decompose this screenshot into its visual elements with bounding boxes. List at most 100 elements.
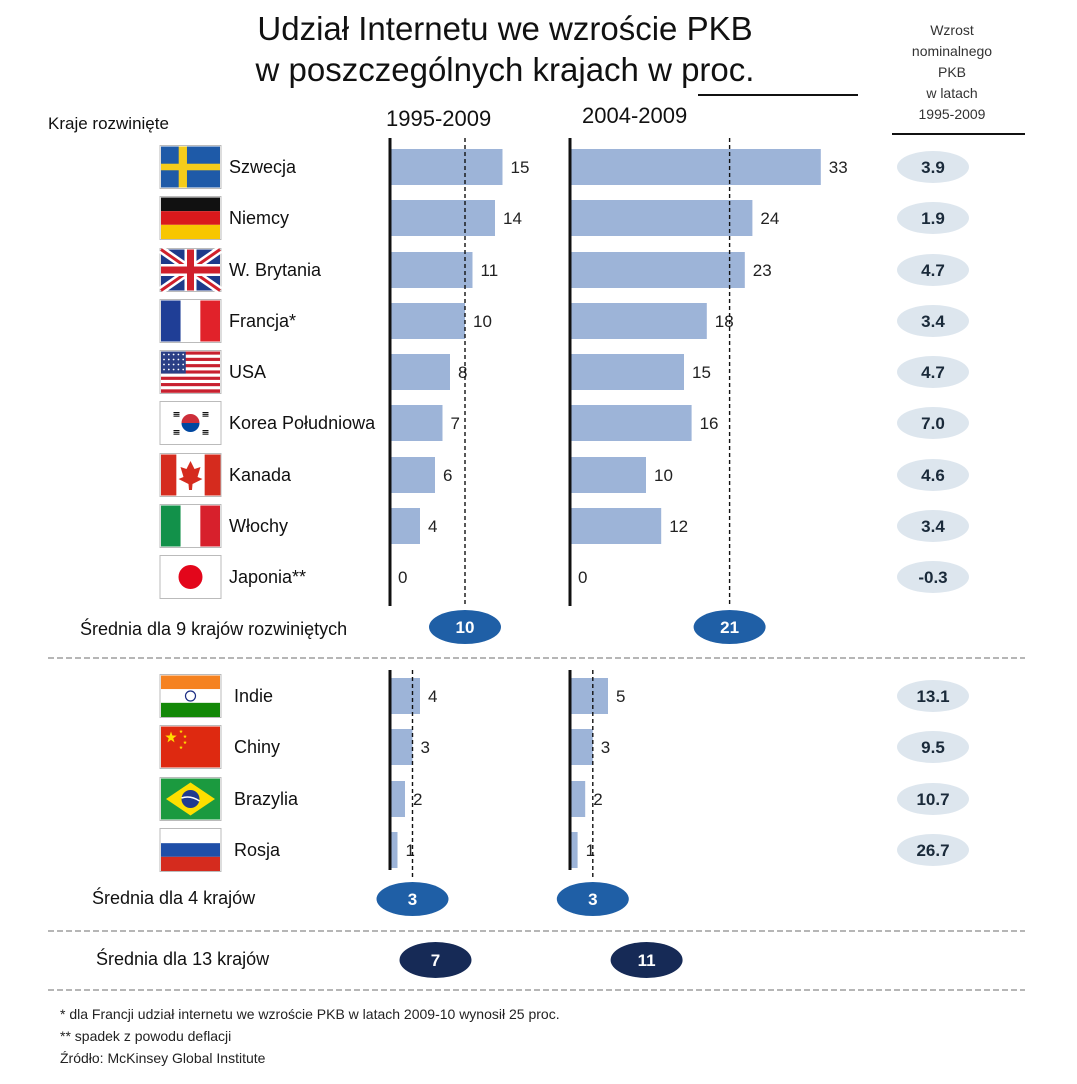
- flag-part: [178, 565, 203, 589]
- flag-part: [161, 364, 220, 368]
- flag-part: [182, 358, 185, 361]
- flag-part: [172, 353, 175, 356]
- flag-part: [177, 353, 180, 356]
- bar: [390, 678, 420, 714]
- flag-part: [161, 367, 220, 371]
- country-name: Rosja: [234, 840, 281, 860]
- bar: [390, 149, 503, 185]
- gdp-growth-pill: [897, 459, 969, 491]
- avg-developed-label: Średnia dla 9 krajów rozwiniętych: [80, 619, 348, 639]
- flag-part: [167, 368, 170, 371]
- gdp-header-underline: [892, 133, 1025, 135]
- canada-flag: [159, 453, 222, 497]
- flag-part: [177, 363, 180, 366]
- gdp-growth-value: 4.7: [921, 363, 945, 382]
- flag-part: [163, 358, 165, 361]
- flag-part: [179, 729, 183, 734]
- gdp-growth-value: 3.4: [921, 517, 945, 536]
- flag-part: [161, 376, 220, 381]
- gdp-growth-value: 26.7: [916, 841, 949, 860]
- usa-flag: [159, 350, 222, 394]
- bar-value-label: 8: [458, 363, 467, 382]
- italy-flag: [159, 504, 222, 548]
- flag-part: [200, 300, 220, 342]
- bar-value-label: 18: [715, 312, 734, 331]
- flag-part: [173, 415, 180, 417]
- flag-part: [173, 412, 180, 414]
- title-line-2: w poszczególnych krajach w proc.: [255, 51, 755, 88]
- gdp-growth-value: 4.6: [921, 466, 945, 485]
- flag-part: [161, 702, 220, 717]
- bar-value-label: 4: [428, 687, 437, 706]
- bar: [570, 354, 684, 390]
- bar-value-label: 5: [616, 687, 625, 706]
- flag-part: [177, 368, 180, 371]
- gdp-header-line: Wzrost: [930, 22, 974, 38]
- country-name: Brazylia: [234, 789, 299, 809]
- average-value: 21: [720, 618, 739, 637]
- overall-average-value: 11: [638, 951, 656, 970]
- flag-part: [172, 363, 175, 366]
- bar: [570, 200, 753, 236]
- flag-part: [181, 790, 200, 808]
- gdp-growth-pill: [897, 834, 969, 866]
- country-name: W. Brytania: [229, 260, 322, 280]
- flag-part: [161, 379, 220, 384]
- flag-part: [172, 368, 175, 371]
- bar-value-label: 0: [578, 568, 587, 587]
- flag-part: [202, 433, 209, 435]
- gdp-header-line: nominalnego: [911, 43, 993, 59]
- bar-value-label: 0: [398, 568, 407, 587]
- gdp-growth-pill: [897, 254, 969, 286]
- bar-value-label: 3: [421, 738, 430, 757]
- russia-flag: [159, 828, 222, 872]
- flag-part: [181, 796, 200, 802]
- flag-part: [161, 370, 220, 374]
- flag-part: [161, 675, 220, 690]
- flag-part: [173, 433, 180, 435]
- flag-part: [202, 415, 209, 417]
- gdp-growth-value: 9.5: [921, 738, 945, 757]
- flag-part: [161, 383, 220, 387]
- bar: [570, 149, 821, 185]
- flag-part: [173, 413, 180, 415]
- gdp-growth-value: -0.3: [918, 568, 947, 587]
- bar-value-label: 33: [829, 158, 848, 177]
- bar-value-label: 15: [511, 158, 530, 177]
- gdp-growth-pill: [897, 731, 969, 763]
- gdp-growth-pill: [897, 561, 969, 593]
- average-value: 3: [588, 890, 597, 909]
- gdp-growth-value: 10.7: [916, 790, 949, 809]
- average-badge: [693, 610, 766, 644]
- flag-part: [161, 689, 220, 703]
- overall-average-badge: [399, 942, 472, 978]
- flag-part: [167, 363, 170, 366]
- germany-flag: [159, 196, 222, 240]
- bar-value-label: 6: [443, 466, 452, 485]
- flag-part: [183, 740, 187, 745]
- south-korea-flag: [159, 401, 222, 445]
- country-name: Szwecja: [229, 157, 297, 177]
- flag-part: [202, 413, 209, 415]
- flag-part: [173, 431, 180, 433]
- bar-value-label: 16: [700, 414, 719, 433]
- flag-part: [178, 461, 203, 490]
- gdp-header-line: 1995-2009: [918, 106, 986, 122]
- bar: [390, 508, 420, 544]
- flag-part: [182, 363, 185, 366]
- bar: [390, 200, 495, 236]
- overall-average-badge: [610, 942, 683, 978]
- bar: [390, 729, 413, 765]
- flag-part: [161, 454, 177, 496]
- bar-value-label: 2: [593, 790, 602, 809]
- country-name: Francja*: [229, 311, 296, 331]
- gdp-growth-value: 3.9: [921, 158, 945, 177]
- bar: [570, 303, 707, 339]
- flag-part: [161, 354, 220, 359]
- gdp-growth-pill: [897, 680, 969, 712]
- bar-value-label: 12: [669, 517, 688, 536]
- country-name: Indie: [234, 686, 273, 706]
- flag-part: [161, 389, 220, 393]
- flag-part: [161, 300, 181, 342]
- gdp-growth-pill: [897, 783, 969, 815]
